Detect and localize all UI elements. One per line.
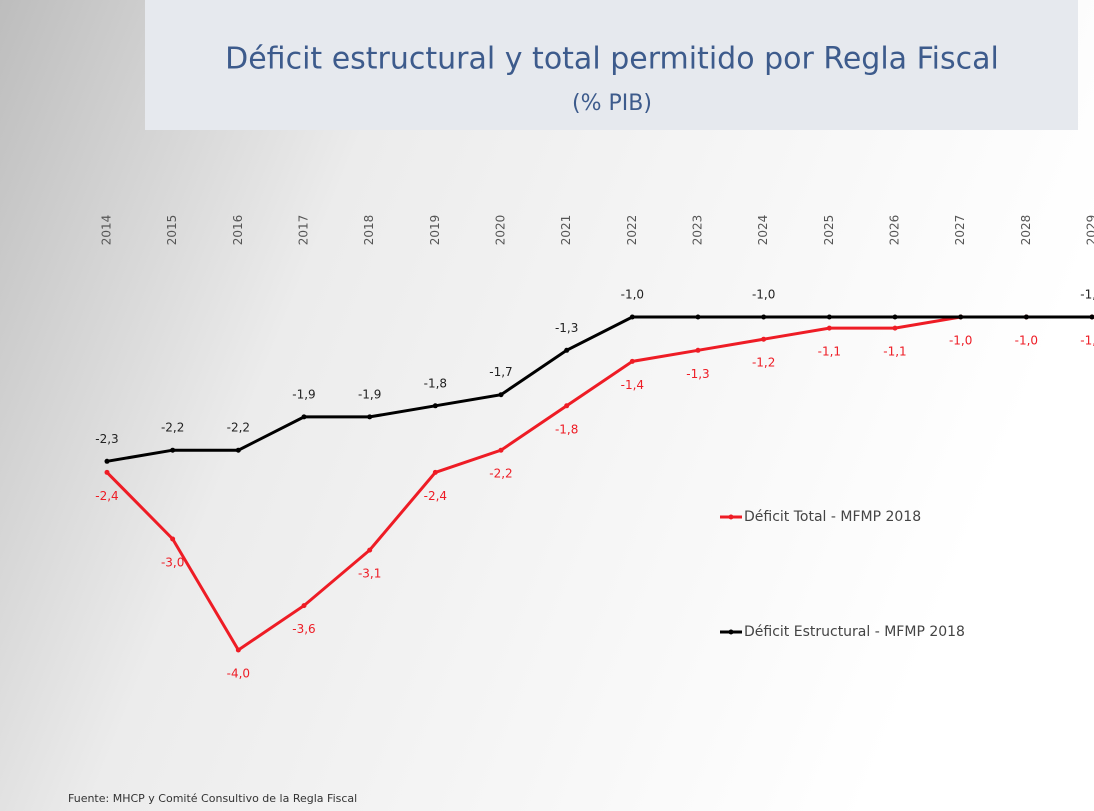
x-tick-label: 2022: [625, 215, 639, 246]
data-label: -3,1: [358, 567, 381, 581]
data-label: -1,9: [358, 387, 381, 401]
data-point: [302, 414, 307, 419]
data-point: [236, 448, 241, 453]
data-label: -1,2: [752, 356, 775, 370]
data-point: [564, 403, 569, 408]
data-label: -1,8: [555, 422, 578, 436]
x-tick-label: 2020: [494, 215, 508, 246]
chart: Déficit estructural y total permitido po…: [0, 0, 1094, 811]
legend-label: Déficit Total - MFMP 2018: [744, 509, 921, 525]
legend-marker: [729, 630, 734, 635]
data-point: [696, 348, 701, 353]
data-label: -1,0: [1080, 288, 1094, 302]
data-point: [105, 470, 110, 475]
data-label: -2,2: [489, 467, 512, 481]
data-label: -1,1: [883, 345, 906, 359]
data-point: [630, 315, 635, 320]
data-point: [893, 326, 898, 331]
data-point: [630, 359, 635, 364]
data-point: [499, 448, 504, 453]
data-point: [1024, 315, 1029, 320]
data-label: -1,0: [621, 288, 644, 302]
data-label: -1,4: [621, 378, 644, 392]
data-label: -1,7: [489, 365, 512, 379]
data-point: [236, 648, 241, 653]
legend-marker: [729, 515, 734, 520]
data-label: -3,6: [292, 622, 315, 636]
data-point: [170, 537, 175, 542]
data-label: -1,9: [292, 387, 315, 401]
data-label: -1,0: [752, 288, 775, 302]
data-point: [367, 548, 372, 553]
data-point: [499, 392, 504, 397]
data-label: -2,4: [424, 489, 447, 503]
data-point: [827, 326, 832, 331]
x-tick-label: 2024: [756, 215, 770, 246]
x-tick-label: 2029: [1085, 215, 1094, 246]
data-label: -1,0: [1015, 334, 1038, 348]
data-label: -1,3: [686, 367, 709, 381]
x-tick-label: 2021: [559, 215, 573, 246]
chart-subtitle: (% PIB): [572, 91, 652, 116]
data-label: -2,2: [161, 421, 184, 435]
x-tick-label: 2015: [165, 215, 179, 246]
x-tick-label: 2014: [100, 215, 114, 246]
data-point: [893, 315, 898, 320]
data-point: [367, 414, 372, 419]
data-label: -1,0: [1080, 334, 1094, 348]
x-tick-label: 2023: [691, 215, 705, 246]
x-tick-label: 2026: [888, 215, 902, 246]
data-label: -4,0: [227, 667, 250, 681]
x-tick-label: 2017: [297, 215, 311, 246]
data-point: [958, 315, 963, 320]
data-point: [105, 459, 110, 464]
data-label: -1,8: [424, 376, 447, 390]
data-point: [564, 348, 569, 353]
data-label: -3,0: [161, 556, 184, 570]
data-point: [827, 315, 832, 320]
data-label: -1,1: [818, 345, 841, 359]
x-tick-label: 2028: [1019, 215, 1033, 246]
data-point: [302, 603, 307, 608]
data-point: [761, 315, 766, 320]
x-tick-label: 2019: [428, 215, 442, 246]
data-label: -1,0: [949, 334, 972, 348]
x-tick-label: 2018: [362, 215, 376, 246]
page: Déficit estructural y total permitido po…: [0, 0, 1094, 811]
data-point: [170, 448, 175, 453]
x-tick-label: 2016: [231, 215, 245, 246]
data-point: [761, 337, 766, 342]
chart-title: Déficit estructural y total permitido po…: [225, 42, 999, 77]
source-note: Fuente: MHCP y Comité Consultivo de la R…: [68, 792, 357, 805]
data-label: -2,2: [227, 421, 250, 435]
data-label: -1,3: [555, 321, 578, 335]
x-tick-label: 2025: [822, 215, 836, 246]
legend-label: Déficit Estructural - MFMP 2018: [744, 624, 965, 640]
data-label: -2,4: [95, 489, 118, 503]
data-point: [696, 315, 701, 320]
data-point: [433, 470, 438, 475]
x-tick-label: 2027: [953, 215, 967, 246]
data-point: [433, 403, 438, 408]
data-label: -2,3: [95, 432, 118, 446]
